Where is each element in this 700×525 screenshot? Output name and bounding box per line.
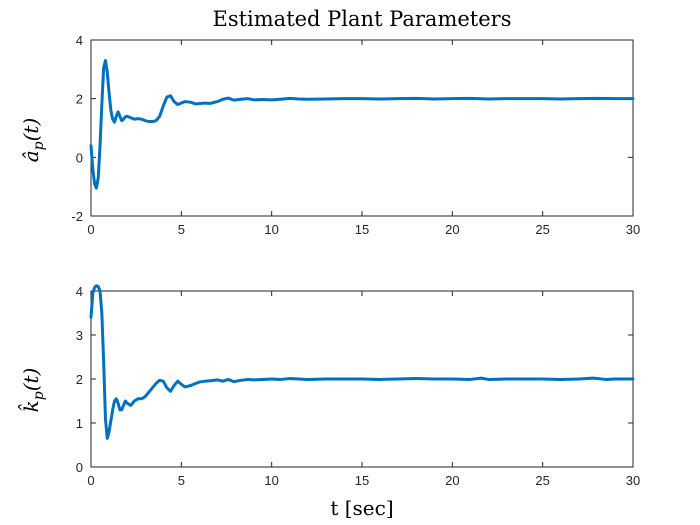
- subplot-top-x-tick-label: 15: [355, 222, 369, 237]
- subplot-top-x-tick-label: 25: [535, 222, 549, 237]
- subplot-top-x-tick-label: 20: [445, 222, 459, 237]
- subplot-top-y-tick-label: 0: [76, 150, 83, 165]
- svg-text:k̂p(t): k̂p(t): [17, 368, 47, 413]
- subplot-bottom-x-tick-label: 0: [87, 473, 94, 488]
- subplot-bottom-x-tick-label: 25: [535, 473, 549, 488]
- subplot-bottom-x-tick-label: 20: [445, 473, 459, 488]
- x-axis-label: t [sec]: [330, 496, 393, 520]
- subplot-bottom-ylabel: k̂p(t): [17, 368, 47, 413]
- subplot-bottom-x-tick-label: 5: [178, 473, 185, 488]
- subplot-bottom-y-tick-label: 3: [76, 328, 83, 343]
- subplot-bottom-x-tick-label: 30: [626, 473, 640, 488]
- subplot-top-x-tick-label: 0: [87, 222, 94, 237]
- subplot-bottom: 0 5 10 15 20 25 30 0 1 2 3 4 k̂p(t): [17, 284, 641, 488]
- svg-text:âp(t): âp(t): [19, 118, 47, 163]
- subplot-top-x-tick-label: 10: [264, 222, 278, 237]
- subplot-bottom-x-ticks: 0 5 10 15 20 25 30: [87, 291, 640, 488]
- subplot-top-x-ticks: 0 5 10 15 20 25 30: [87, 40, 640, 237]
- figure-title: Estimated Plant Parameters: [213, 7, 512, 31]
- subplot-bottom-y-tick-label: 1: [76, 416, 83, 431]
- subplot-top: 0 5 10 15 20 25 30 -2 0 2 4 âp(t): [19, 33, 640, 237]
- subplot-top-series-line: [89, 59, 635, 190]
- subplot-top-y-tick-label: 2: [76, 92, 83, 107]
- subplot-top-y-tick-label: 4: [76, 33, 83, 48]
- subplot-top-x-tick-label: 30: [626, 222, 640, 237]
- subplot-bottom-x-tick-label: 15: [355, 473, 369, 488]
- subplot-top-x-tick-label: 5: [178, 222, 185, 237]
- subplot-bottom-y-tick-label: 0: [76, 460, 83, 475]
- subplot-bottom-y-tick-label: 2: [76, 372, 83, 387]
- subplot-bottom-x-tick-label: 10: [264, 473, 278, 488]
- subplot-bottom-y-tick-label: 4: [76, 284, 83, 299]
- subplot-top-y-tick-label: -2: [71, 209, 83, 224]
- subplot-top-ylabel: âp(t): [19, 118, 47, 163]
- subplot-bottom-series-line: [89, 284, 635, 440]
